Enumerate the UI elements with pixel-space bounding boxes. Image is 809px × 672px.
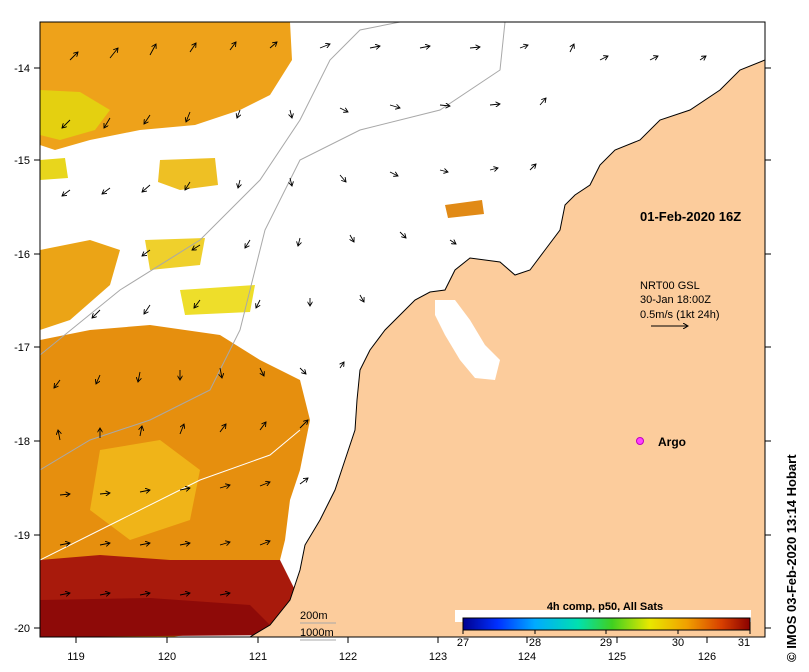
sst-patch-small-2 bbox=[40, 158, 68, 180]
colorbar-gradient bbox=[462, 617, 751, 631]
lat-tick-label: -15 bbox=[14, 155, 30, 167]
land-mass bbox=[250, 60, 765, 637]
colorbar-tick: 30 bbox=[672, 637, 684, 649]
sst-patch-south-yellow bbox=[90, 440, 200, 540]
current-legend: NRT00 GSL 30-Jan 18:00Z 0.5m/s (1kt 24h) bbox=[640, 280, 719, 326]
colorbar-tick: 29 bbox=[600, 637, 612, 649]
lat-tick-labels: -14 -15 -16 -17 -18 -19 -20 bbox=[14, 63, 30, 635]
sst-patches bbox=[40, 22, 484, 637]
argo-marker[interactable] bbox=[636, 437, 644, 445]
lat-tick-label: -18 bbox=[14, 436, 30, 448]
sst-patch-mid-left bbox=[40, 240, 120, 330]
contour-label-200m: 200m bbox=[300, 610, 328, 622]
contour-legend: 200m 1000m bbox=[300, 610, 336, 641]
contour-200m bbox=[40, 429, 301, 561]
sst-patch-small-1 bbox=[158, 158, 218, 190]
colorbar-title: 4h comp, p50, All Sats bbox=[547, 601, 663, 613]
argo-label: Argo bbox=[658, 435, 686, 449]
colorbar-tick: 28 bbox=[529, 637, 541, 649]
colorbar-tick: 31 bbox=[738, 637, 750, 649]
current-legend-line2: 30-Jan 18:00Z bbox=[640, 294, 711, 306]
lon-tick-label: 119 bbox=[67, 651, 85, 663]
lon-tick-label: 122 bbox=[339, 651, 357, 663]
sst-patch-north-yellow bbox=[40, 90, 110, 140]
contour-1000m bbox=[40, 22, 401, 356]
lon-tick-labels: 119 120 121 122 123 124 125 126 bbox=[67, 651, 716, 663]
sst-colorbar: 4h comp, p50, All Sats 27 28 29 30 31 bbox=[455, 601, 751, 649]
timestamp-label: 01-Feb-2020 16Z bbox=[640, 209, 741, 224]
axis-ticks bbox=[34, 67, 771, 643]
lat-tick-label: -20 bbox=[14, 623, 30, 635]
current-legend-line1: NRT00 GSL bbox=[640, 280, 700, 292]
lat-tick-label: -19 bbox=[14, 530, 30, 542]
sst-patch-offshore bbox=[445, 200, 484, 218]
lon-tick-label: 125 bbox=[608, 651, 626, 663]
coastline bbox=[249, 59, 765, 637]
sst-patch-mid-small-2 bbox=[180, 285, 255, 315]
lon-tick-label: 124 bbox=[518, 651, 536, 663]
lon-tick-label: 121 bbox=[249, 651, 267, 663]
credit-label: © IMOS 03-Feb-2020 13:14 Hobart bbox=[784, 454, 799, 662]
plot-frame bbox=[39, 21, 766, 638]
sst-patch-south-deep bbox=[40, 598, 280, 637]
contour-1000m-b bbox=[40, 22, 506, 471]
lon-tick-label: 123 bbox=[429, 651, 447, 663]
lat-tick-label: -17 bbox=[14, 342, 30, 354]
colorbar-tick: 27 bbox=[457, 637, 469, 649]
current-vectors bbox=[54, 42, 706, 595]
lon-tick-label: 120 bbox=[158, 651, 176, 663]
contour-label-1000m: 1000m bbox=[300, 627, 334, 639]
gulf-water bbox=[435, 300, 500, 380]
lat-tick-label: -14 bbox=[14, 63, 30, 75]
lat-tick-label: -16 bbox=[14, 249, 30, 261]
lon-tick-label: 126 bbox=[698, 651, 716, 663]
current-legend-line3: 0.5m/s (1kt 24h) bbox=[640, 309, 719, 321]
